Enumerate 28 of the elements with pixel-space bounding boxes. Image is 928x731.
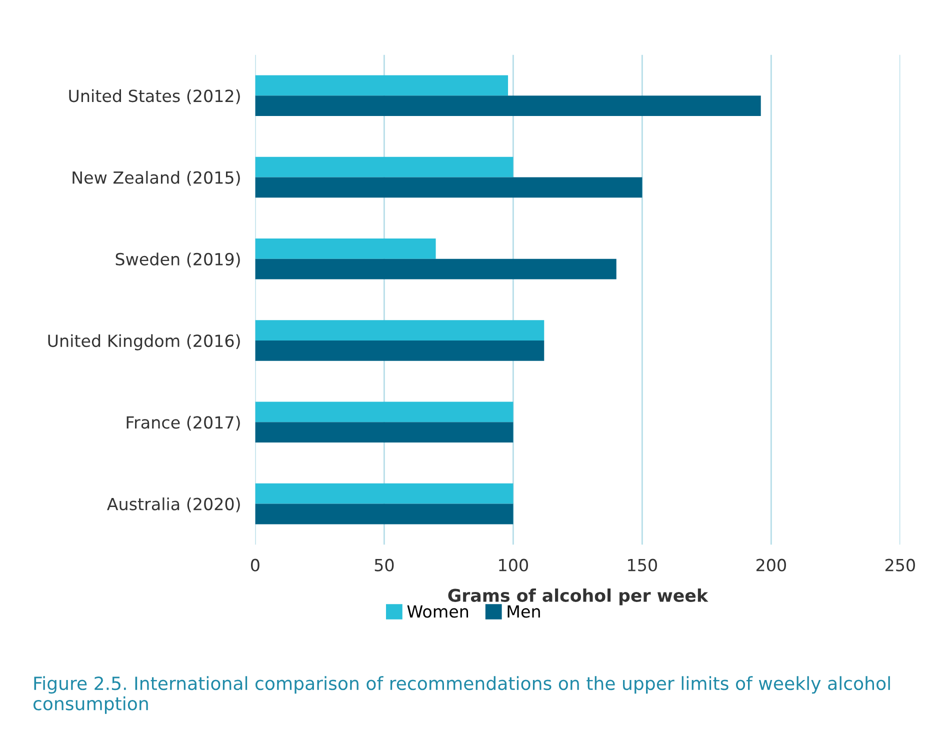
bar — [255, 504, 514, 524]
y-tick-label: France (2017) — [126, 416, 240, 431]
bar — [255, 340, 544, 361]
y-tick-label: Sweden (2019) — [116, 252, 240, 268]
bar — [255, 402, 514, 422]
caption: Figure 2.5. International comparison of recommendations on the upper limits of weekly alcohol consumption — [33, 676, 890, 714]
bar — [255, 96, 761, 116]
y-tick-label: Australia (2020) — [107, 497, 240, 512]
y-tick-label: United Kingdom (2016) — [48, 334, 240, 350]
bar — [255, 320, 544, 341]
x-tick-label: 100 — [499, 558, 528, 572]
legend-label: Women — [407, 605, 468, 618]
y-tick-label: New Zealand (2015) — [72, 170, 240, 186]
bar — [255, 258, 616, 280]
x-axis-title: Grams of alcohol per week — [448, 588, 708, 606]
bar — [255, 483, 514, 504]
x-tick-label: 250 — [885, 558, 915, 572]
bar — [255, 75, 508, 96]
legend-label: Men — [508, 605, 540, 618]
bar — [255, 238, 436, 259]
x-tick-label: 50 — [374, 558, 394, 572]
bar — [255, 177, 642, 198]
x-tick-label: 0 — [250, 558, 260, 572]
x-tick-label: 200 — [756, 558, 786, 572]
bar — [255, 156, 514, 178]
y-tick-label: United States (2012) — [69, 89, 240, 104]
x-tick-label: 150 — [628, 558, 657, 572]
bar — [255, 422, 514, 443]
